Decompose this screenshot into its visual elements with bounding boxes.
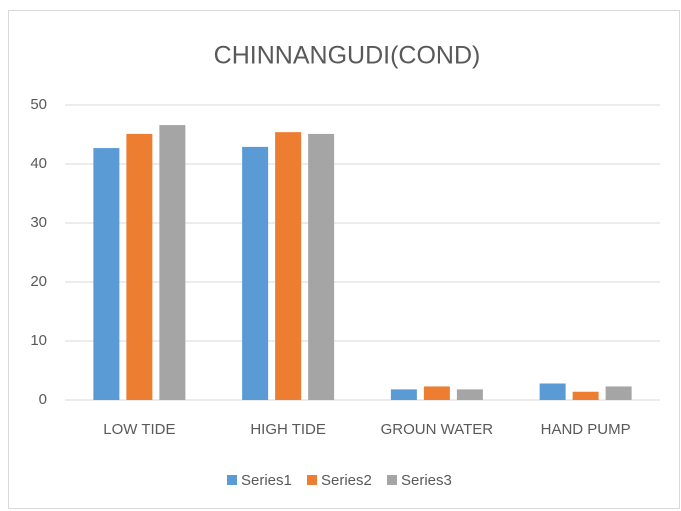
bar <box>242 146 269 400</box>
bar <box>93 148 120 400</box>
bar <box>390 389 417 400</box>
bar <box>456 389 483 400</box>
bar <box>423 386 450 400</box>
bar <box>308 133 335 400</box>
y-tick-label: 40 <box>30 155 47 172</box>
x-tick-label: HAND PUMP <box>541 421 631 438</box>
chart-title: CHINNANGUDI(COND) <box>214 42 481 70</box>
bar <box>605 386 632 400</box>
x-tick-label: GROUN WATER <box>381 421 494 438</box>
bar <box>275 132 302 400</box>
legend-swatch <box>227 475 237 485</box>
bar <box>539 383 566 400</box>
y-tick-label: 10 <box>30 332 47 349</box>
legend-swatch <box>387 475 397 485</box>
x-tick-label: HIGH TIDE <box>250 421 326 438</box>
legend-label: Series3 <box>401 472 452 489</box>
bar <box>126 133 153 400</box>
chart-frame <box>8 10 680 509</box>
x-tick-label: LOW TIDE <box>103 421 175 438</box>
y-tick-label: 50 <box>30 96 47 113</box>
bar <box>572 391 599 400</box>
y-tick-label: 20 <box>30 273 47 290</box>
bar <box>159 125 186 400</box>
y-tick-label: 0 <box>39 391 47 408</box>
legend-label: Series1 <box>241 472 292 489</box>
legend-label: Series2 <box>321 472 372 489</box>
y-tick-label: 30 <box>30 214 47 231</box>
legend-swatch <box>307 475 317 485</box>
